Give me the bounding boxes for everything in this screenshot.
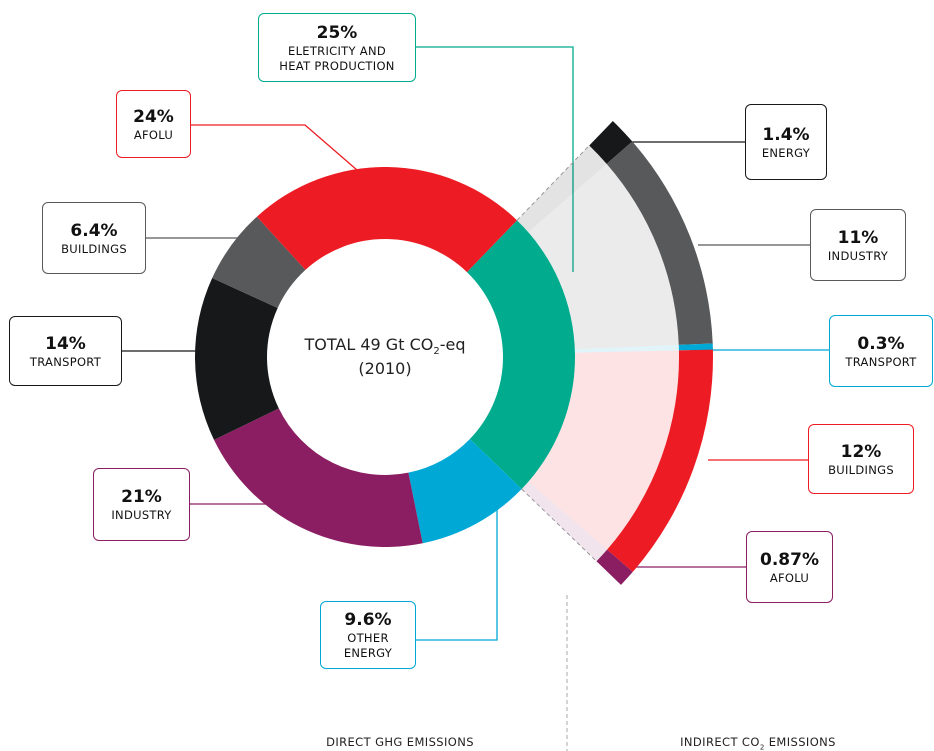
center-subscript: 2 [433,346,439,357]
category-label: OTHER ENERGY [343,631,393,660]
label-box: 11% INDUSTRY [810,209,906,281]
label-box: 14% TRANSPORT [9,316,122,386]
sector-shade [574,344,679,353]
value-label: 24% [133,106,174,127]
donut-sector [213,408,423,548]
connector [516,145,590,221]
value-label: 11% [837,227,879,248]
center-year: (2010) [358,359,411,378]
label-box: 0.87% AFOLU [746,531,833,603]
leader-line [191,124,358,171]
donut-sector [212,216,306,308]
category-label: AFOLU [769,570,810,585]
label-box: 24% AFOLU [116,90,191,158]
donut-sector [194,278,279,440]
marks [194,121,713,585]
caption: DIRECT GHG EMISSIONS [326,735,474,749]
center-text: -eq [440,335,466,354]
breakdown-sector [596,549,633,585]
breakdown-sector [607,349,713,572]
category-label: TRANSPORT [845,354,917,369]
value-label: 6.4% [70,220,118,241]
category-label: BUILDINGS [828,462,894,477]
leader-line [416,505,498,641]
value-label: 25% [316,22,358,43]
value-label: 14% [45,333,86,354]
sector-shade [528,350,679,550]
value-label: 21% [121,487,162,507]
category-label: INDUSTRY [827,248,889,263]
donut-sector [408,438,522,544]
label-box: 12% BUILDINGS [808,424,914,494]
value-label: 9.6% [344,610,392,630]
value-label: 12% [840,441,882,462]
category-label: TRANSPORT [29,354,102,369]
category-label: INDUSTRY [111,508,172,522]
sector-shade [521,481,608,562]
label-box: 1.4% ENERGY [745,104,827,180]
connector [521,488,597,562]
sector-shade [528,163,679,350]
caption-subscript: 2 [759,743,765,751]
caption-text: INDIRECT CO [680,735,760,749]
category-label: BUILDINGS [61,241,127,256]
breakdown-sector [678,343,713,351]
value-label: 1.4% [762,124,810,145]
value-label: 0.87% [760,549,819,570]
label-box: 25% ELETRICITY AND HEAT PRODUCTION [258,13,416,82]
center-text: TOTAL 49 Gt CO [304,335,434,354]
caption: INDIRECT CO2 EMISSIONS [680,735,836,751]
label-box: 9.6% OTHER ENERGY [320,601,416,669]
leader-line [416,46,574,272]
center-label: TOTAL 49 Gt CO2-eq [304,335,466,357]
category-label: AFOLU [133,127,174,142]
category-label: ELETRICITY AND HEAT PRODUCTION [279,43,395,73]
sector-shade [516,145,607,233]
label-box: 0.3% TRANSPORT [829,315,933,387]
label-box: 6.4% BUILDINGS [42,202,146,274]
donut-sector [256,166,517,273]
breakdown-sector [606,141,713,345]
caption-text: EMISSIONS [764,735,836,749]
value-label: 0.3% [857,333,905,354]
breakdown-sector [589,121,633,164]
category-label: ENERGY [761,145,811,160]
donut-sector [466,220,576,489]
label-box: 21% INDUSTRY [93,468,190,541]
